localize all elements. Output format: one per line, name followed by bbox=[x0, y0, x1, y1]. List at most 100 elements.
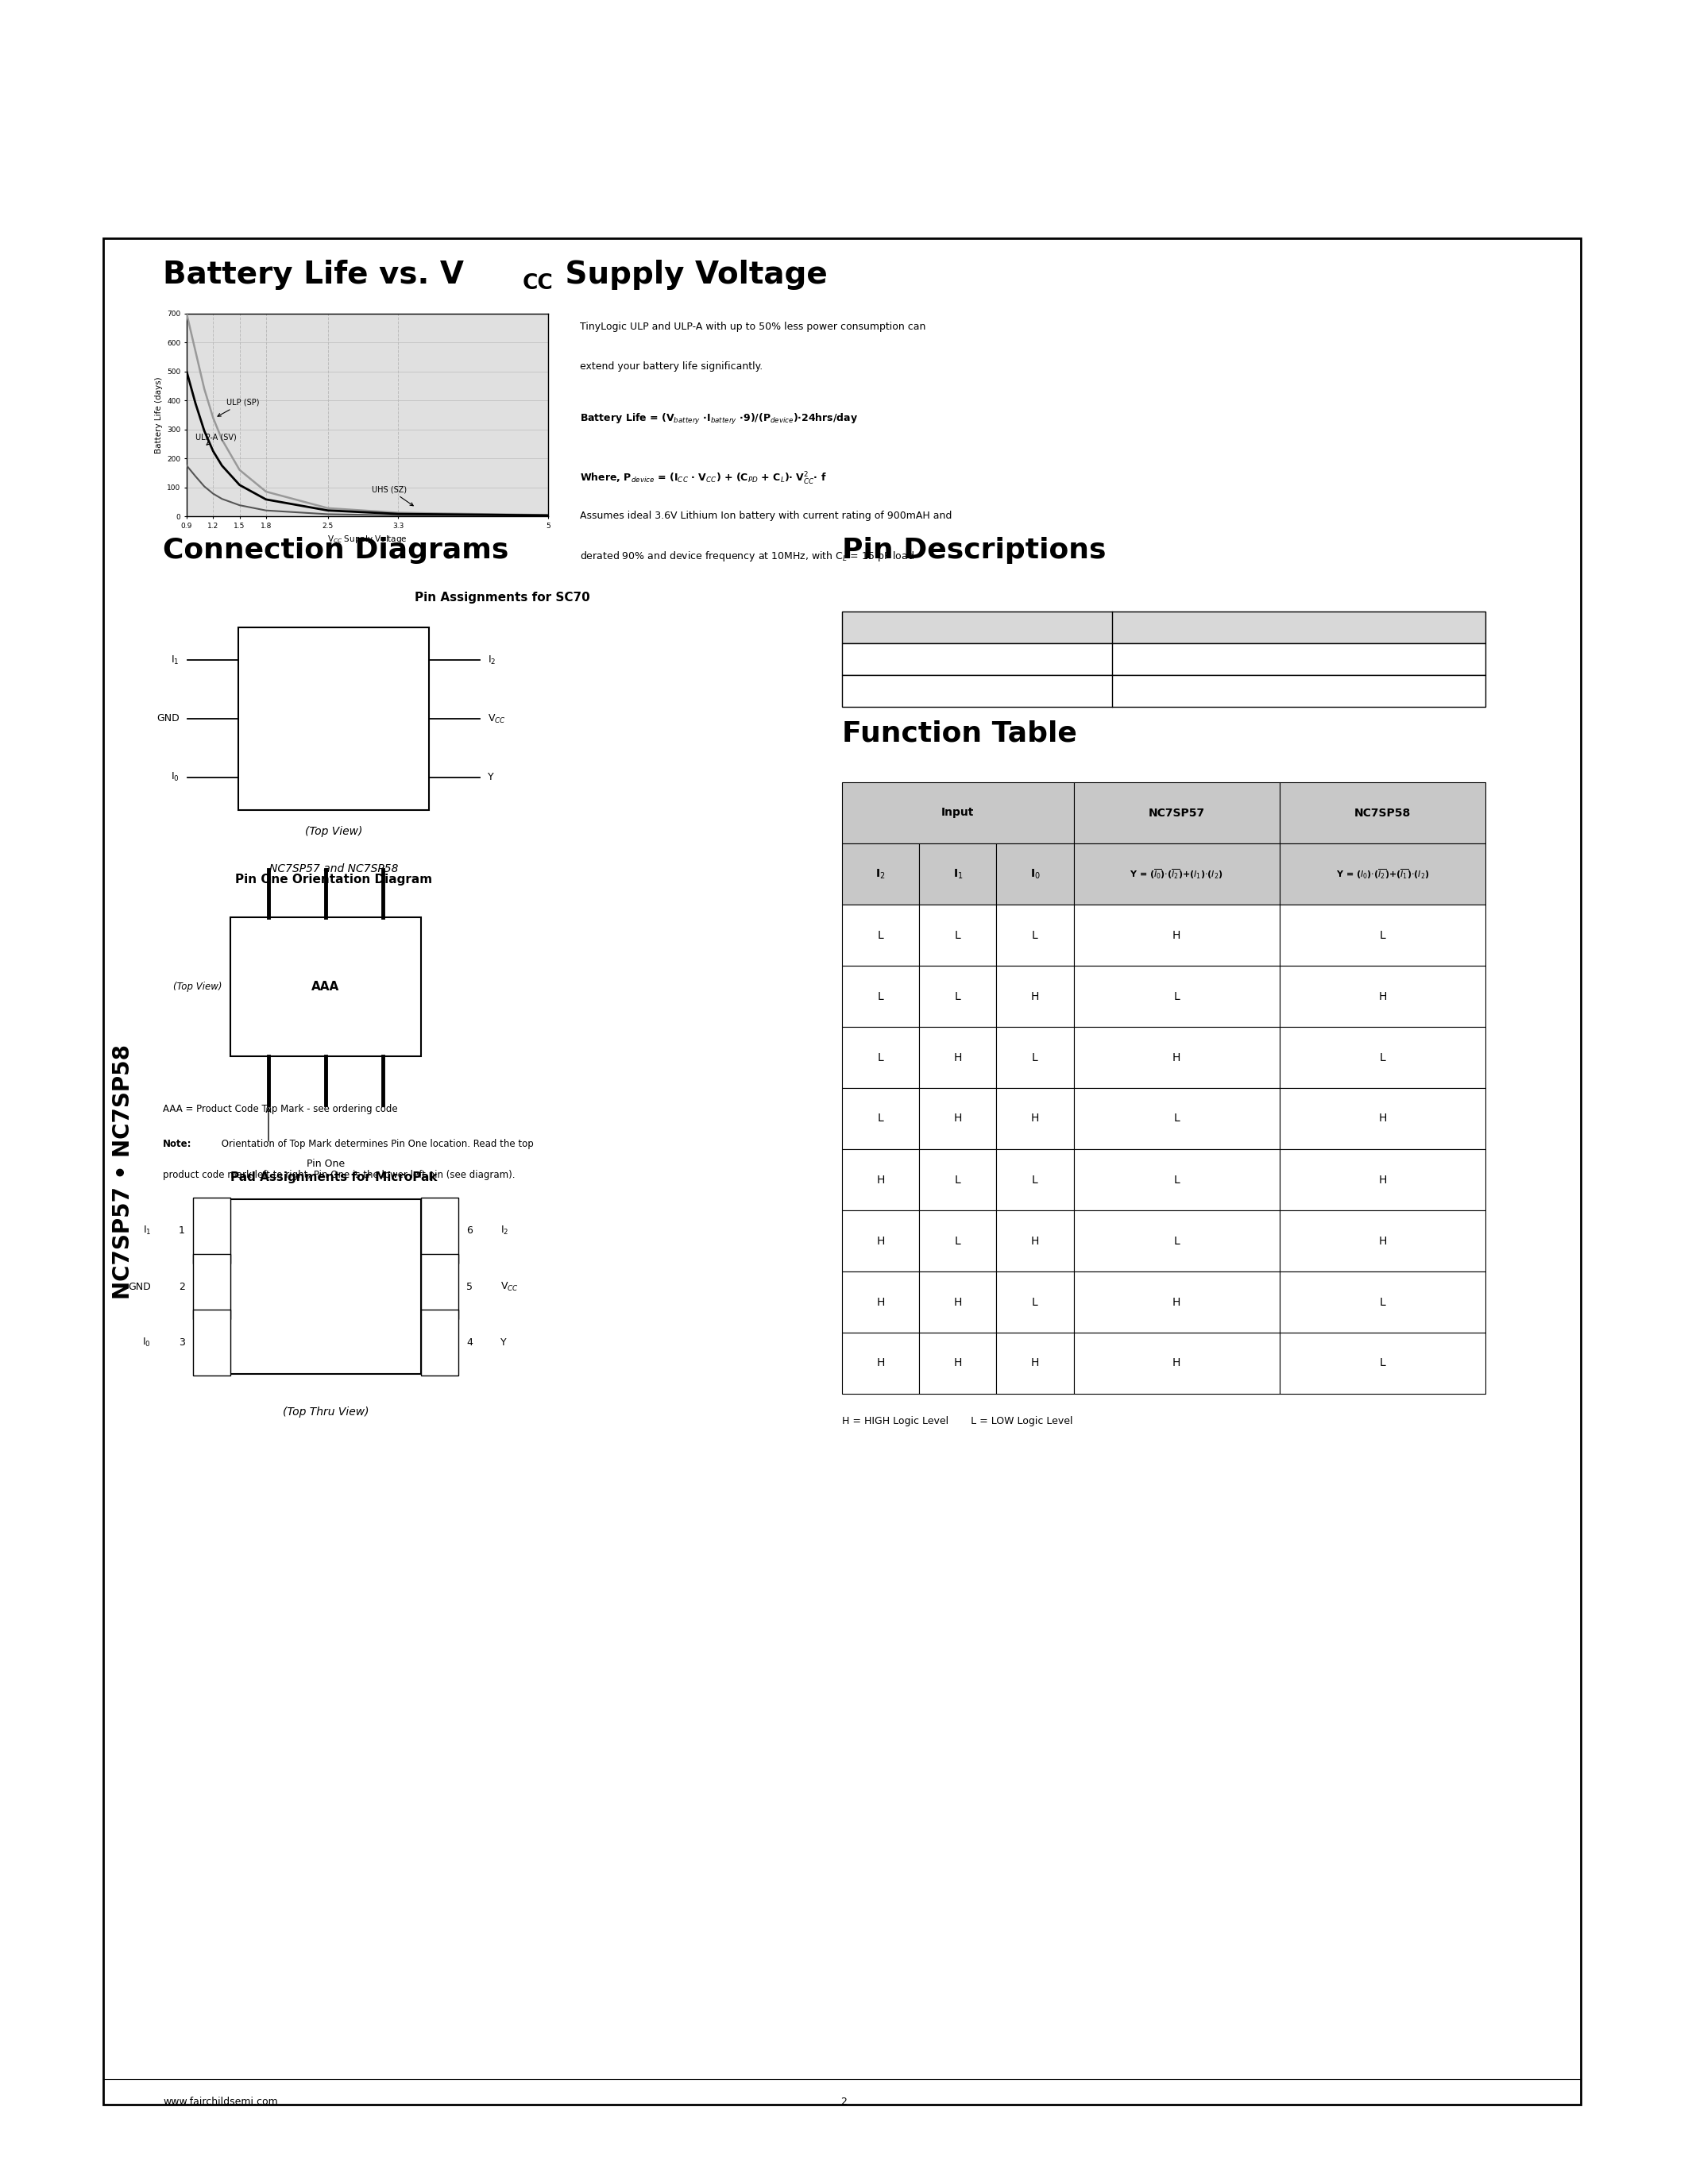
Text: Function Table: Function Table bbox=[842, 719, 1077, 747]
Text: Y: Y bbox=[974, 686, 981, 697]
Bar bbox=[1074, 1332, 1280, 1393]
Bar bbox=[920, 965, 996, 1026]
Text: L: L bbox=[1031, 930, 1038, 941]
Text: L: L bbox=[878, 1114, 885, 1125]
Text: Supply Voltage: Supply Voltage bbox=[554, 260, 827, 290]
Bar bbox=[842, 644, 1485, 675]
Bar bbox=[1074, 1026, 1280, 1088]
Text: L: L bbox=[1173, 1175, 1180, 1186]
Bar bbox=[1074, 1149, 1280, 1210]
Text: 6: 6 bbox=[466, 1225, 473, 1236]
Text: NC7SP57 • NC7SP58: NC7SP57 • NC7SP58 bbox=[111, 1044, 135, 1299]
Text: L: L bbox=[878, 930, 885, 941]
Text: CC: CC bbox=[522, 273, 554, 295]
Text: Assumes ideal 3.6V Lithium Ion battery with current rating of 900mAH and: Assumes ideal 3.6V Lithium Ion battery w… bbox=[581, 511, 952, 520]
Bar bbox=[1280, 1026, 1485, 1088]
Text: ULP-A (SV): ULP-A (SV) bbox=[196, 432, 236, 446]
Text: H: H bbox=[876, 1175, 885, 1186]
Text: Battery Life = (V$_{battery}$ ·I$_{battery}$ ·9)/(P$_{device}$)·24hrs/day: Battery Life = (V$_{battery}$ ·I$_{batte… bbox=[581, 413, 858, 426]
Text: Output: Output bbox=[1280, 686, 1318, 697]
Text: Y = ($\overline{I_0}$)$\cdot$($\overline{I_2}$)+($I_1$)$\cdot$($I_2$): Y = ($\overline{I_0}$)$\cdot$($\overline… bbox=[1129, 867, 1224, 880]
Text: Y: Y bbox=[488, 771, 495, 782]
Bar bbox=[920, 843, 996, 904]
Text: H: H bbox=[954, 1358, 962, 1369]
Bar bbox=[1280, 843, 1485, 904]
Text: L: L bbox=[1173, 1114, 1180, 1125]
Bar bbox=[1280, 782, 1485, 843]
Text: Note:: Note: bbox=[162, 1138, 192, 1149]
Text: 1: 1 bbox=[179, 1225, 184, 1236]
Bar bbox=[1280, 1271, 1485, 1332]
Text: L: L bbox=[1379, 1053, 1386, 1064]
Bar bbox=[842, 1210, 920, 1271]
Text: 5: 5 bbox=[466, 1282, 473, 1291]
Text: 4: 4 bbox=[408, 771, 415, 782]
Bar bbox=[996, 1026, 1074, 1088]
Text: Connection Diagrams: Connection Diagrams bbox=[162, 537, 508, 563]
Text: Pad Assignments for MicroPak: Pad Assignments for MicroPak bbox=[230, 1171, 437, 1184]
Text: H: H bbox=[1031, 1114, 1040, 1125]
Bar bbox=[996, 1332, 1074, 1393]
Text: I$_0$: I$_0$ bbox=[1030, 867, 1040, 880]
Text: I$_1$: I$_1$ bbox=[143, 1225, 150, 1236]
Text: V$_{CC}$: V$_{CC}$ bbox=[500, 1280, 518, 1293]
Bar bbox=[920, 904, 996, 965]
Text: TinyLogic ULP and ULP-A with up to 50% less power consumption can: TinyLogic ULP and ULP-A with up to 50% l… bbox=[581, 321, 925, 332]
Text: derated 90% and device frequency at 10MHz, with C$_L$ = 15 pF load: derated 90% and device frequency at 10MH… bbox=[581, 550, 915, 563]
Text: 6: 6 bbox=[408, 655, 415, 666]
Bar bbox=[1280, 965, 1485, 1026]
Text: L: L bbox=[878, 992, 885, 1002]
Text: AAA: AAA bbox=[312, 981, 339, 994]
Text: 2: 2 bbox=[179, 1282, 184, 1291]
Text: H: H bbox=[1031, 992, 1040, 1002]
Text: I$_1$: I$_1$ bbox=[952, 867, 962, 880]
Bar bbox=[996, 1149, 1074, 1210]
Text: L: L bbox=[955, 992, 960, 1002]
Text: I$_1$: I$_1$ bbox=[170, 655, 179, 666]
Text: Y: Y bbox=[500, 1337, 506, 1348]
Bar bbox=[230, 917, 420, 1057]
Text: (Top View): (Top View) bbox=[174, 981, 221, 992]
Bar bbox=[192, 1254, 230, 1319]
Text: H: H bbox=[876, 1358, 885, 1369]
Bar bbox=[1074, 1210, 1280, 1271]
Text: Pin One: Pin One bbox=[307, 1160, 344, 1168]
Text: H = HIGH Logic Level       L = LOW Logic Level: H = HIGH Logic Level L = LOW Logic Level bbox=[842, 1415, 1074, 1426]
Text: H: H bbox=[1379, 1114, 1386, 1125]
Text: I$_2$: I$_2$ bbox=[500, 1225, 508, 1236]
Text: NC7SP57: NC7SP57 bbox=[1148, 808, 1205, 819]
Bar bbox=[192, 1310, 230, 1376]
Bar bbox=[230, 1199, 420, 1374]
Text: Battery Life vs. V: Battery Life vs. V bbox=[162, 260, 464, 290]
Text: H: H bbox=[1379, 1236, 1386, 1247]
Text: L: L bbox=[1379, 930, 1386, 941]
Text: product code mark left to right, Pin One is the lower left pin (see diagram).: product code mark left to right, Pin One… bbox=[162, 1168, 515, 1179]
Bar bbox=[920, 1210, 996, 1271]
Text: H: H bbox=[1379, 992, 1386, 1002]
Bar bbox=[1074, 782, 1280, 843]
Text: L: L bbox=[955, 1236, 960, 1247]
Text: Pin Name: Pin Name bbox=[947, 622, 1006, 633]
Text: 5: 5 bbox=[408, 714, 415, 723]
Text: Y = ($I_0$)$\cdot$($\overline{I_2}$)+($\overline{I_1}$)$\cdot$($I_2$): Y = ($I_0$)$\cdot$($\overline{I_2}$)+($\… bbox=[1335, 867, 1430, 880]
Bar bbox=[1280, 1332, 1485, 1393]
Text: L: L bbox=[1379, 1358, 1386, 1369]
Bar bbox=[1280, 1088, 1485, 1149]
Text: extend your battery life significantly.: extend your battery life significantly. bbox=[581, 360, 763, 371]
Text: NC7SP58: NC7SP58 bbox=[1354, 808, 1411, 819]
Text: Orientation of Top Mark determines Pin One location. Read the top: Orientation of Top Mark determines Pin O… bbox=[218, 1138, 533, 1149]
Text: L: L bbox=[1173, 1236, 1180, 1247]
Bar bbox=[420, 1197, 457, 1262]
Bar bbox=[103, 238, 1580, 2105]
Text: I$_0$: I$_0$ bbox=[170, 771, 179, 784]
Bar bbox=[996, 904, 1074, 965]
Text: Pin One Orientation Diagram: Pin One Orientation Diagram bbox=[235, 874, 432, 885]
Text: L: L bbox=[878, 1053, 885, 1064]
Bar bbox=[842, 904, 920, 965]
Text: H: H bbox=[1173, 1297, 1180, 1308]
Text: I$_0$: I$_0$ bbox=[142, 1337, 150, 1348]
Text: L: L bbox=[1173, 992, 1180, 1002]
Text: L: L bbox=[955, 1175, 960, 1186]
Bar bbox=[1280, 904, 1485, 965]
Text: Where, P$_{device}$ = (I$_{CC}$ · V$_{CC}$) + (C$_{PD}$ + C$_L$)· V$_{CC}^2$· f: Where, P$_{device}$ = (I$_{CC}$ · V$_{CC… bbox=[581, 472, 827, 487]
